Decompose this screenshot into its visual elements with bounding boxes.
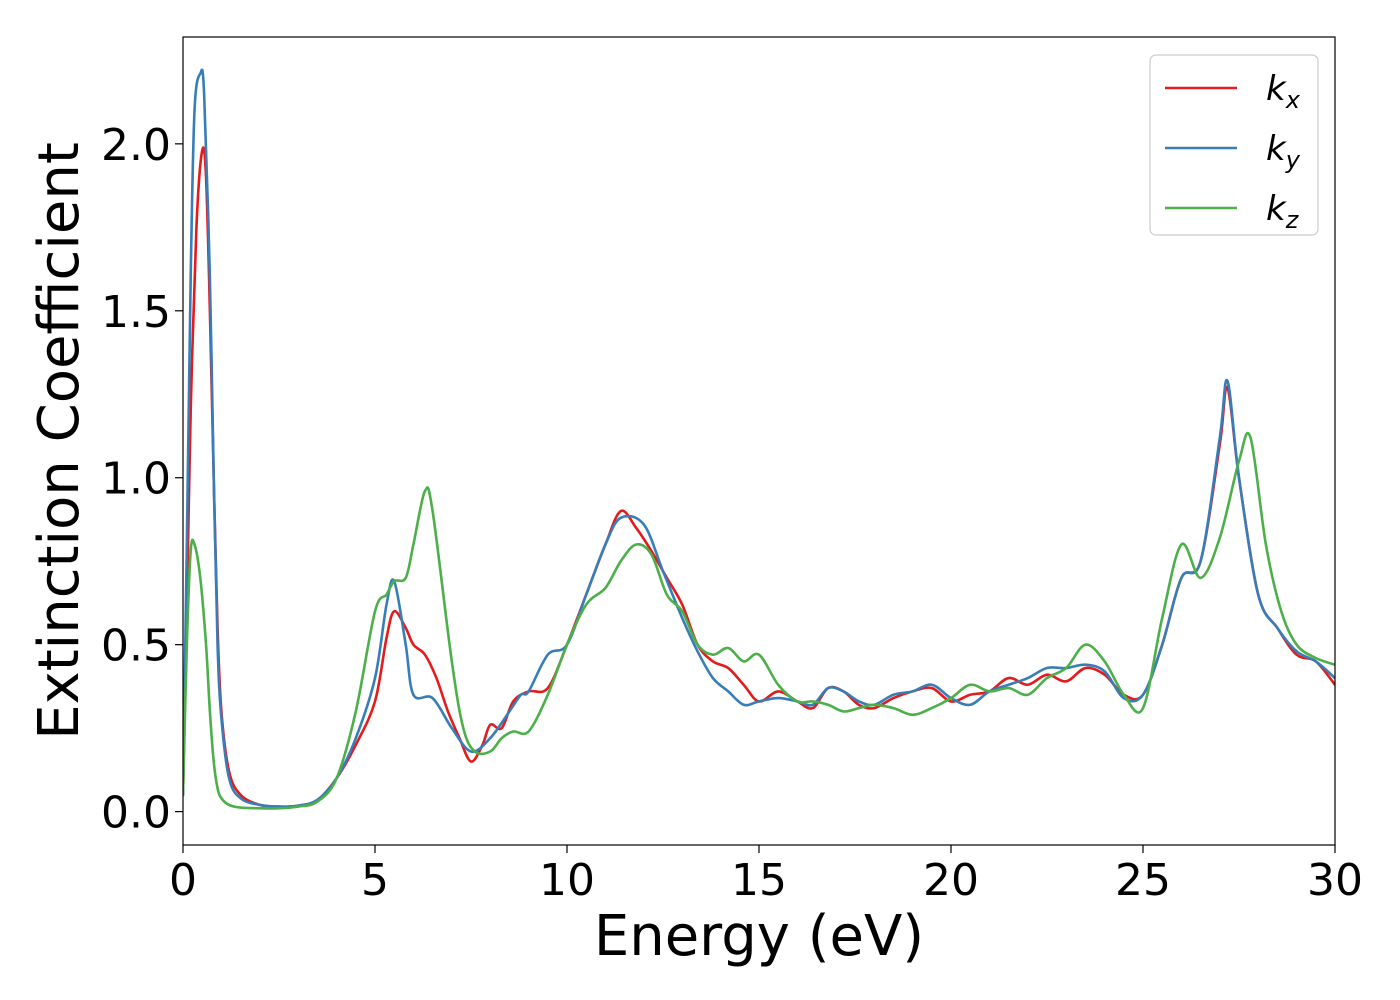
x-axis-ticks: 0 5 10 15 20 25 30: [169, 845, 1363, 906]
y-tick-label: 1.5: [101, 287, 171, 338]
y-axis-ticks: 0.0 0.5 1.0 1.5 2.0: [101, 120, 183, 839]
y-tick-label: 0.5: [101, 621, 171, 672]
series-line-y: [183, 68, 1335, 808]
y-tick-label: 0.0: [101, 788, 171, 839]
legend: kx ky kz: [1149, 54, 1319, 236]
x-tick-label: 0: [169, 855, 197, 906]
x-tick-label: 15: [731, 855, 787, 906]
x-tick-label: 5: [361, 855, 389, 906]
x-tick-label: 25: [1115, 855, 1171, 906]
y-tick-label: 2.0: [101, 120, 171, 171]
legend-label-x: kx: [1266, 69, 1301, 114]
y-axis-label: Extinction Coefficient: [27, 142, 92, 740]
series-line-z: [183, 431, 1335, 810]
legend-label-z: kz: [1266, 189, 1300, 234]
x-axis-label: Energy (eV): [594, 904, 924, 969]
series-line-x: [183, 146, 1335, 808]
x-tick-label: 10: [539, 855, 595, 906]
plot-lines: [183, 68, 1335, 810]
y-tick-label: 1.0: [101, 454, 171, 505]
x-tick-label: 20: [923, 855, 979, 906]
legend-box: [1149, 54, 1319, 236]
legend-label-y: ky: [1266, 129, 1301, 174]
x-tick-label: 30: [1307, 855, 1363, 906]
